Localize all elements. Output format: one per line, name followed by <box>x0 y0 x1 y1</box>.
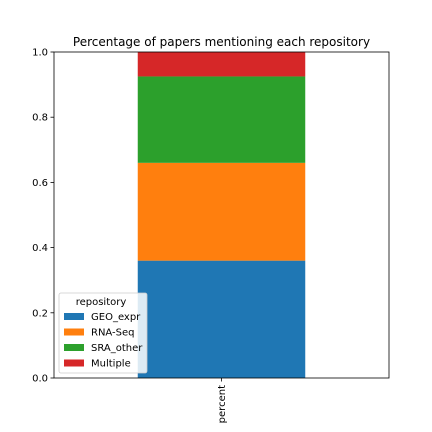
legend-label: Multiple <box>91 359 131 370</box>
legend-label: RNA-Seq <box>91 328 135 339</box>
bar-multiple <box>137 52 306 77</box>
y-tick-label: 0.2 <box>32 308 48 319</box>
y-tick-label: 0.0 <box>32 374 48 385</box>
legend-swatch <box>64 328 84 336</box>
legend-item-geo-expr[interactable]: GEO_expr <box>64 312 141 323</box>
y-axis: 0.0 0.2 0.4 0.6 0.8 1.0 <box>32 48 54 385</box>
legend-item-multiple[interactable]: Multiple <box>64 359 131 370</box>
legend-label: SRA_other <box>91 343 143 354</box>
chart-title: Percentage of papers mentioning each rep… <box>73 35 370 49</box>
y-tick-label: 0.8 <box>32 113 48 124</box>
y-tick-label: 0.4 <box>32 243 48 254</box>
y-tick-label: 0.6 <box>32 178 48 189</box>
y-tick-label: 1.0 <box>32 48 48 59</box>
legend[interactable]: repository GEO_expr RNA-Seq SRA_other Multip… <box>58 292 148 374</box>
legend-swatch <box>64 344 84 351</box>
legend-title: repository <box>76 297 127 308</box>
legend-swatch <box>64 359 84 367</box>
bar-geo-expr <box>137 260 306 378</box>
bar-sra-other <box>137 76 306 163</box>
bars-layer <box>137 52 306 378</box>
x-tick-label: percent <box>217 385 228 423</box>
legend-item-sra-other[interactable]: SRA_other <box>64 343 143 354</box>
legend-label: GEO_expr <box>91 312 141 323</box>
legend-swatch <box>64 313 84 320</box>
bar-rna-seq <box>137 162 306 261</box>
legend-item-rna-seq[interactable]: RNA-Seq <box>64 328 135 339</box>
x-axis: percent <box>217 378 228 423</box>
